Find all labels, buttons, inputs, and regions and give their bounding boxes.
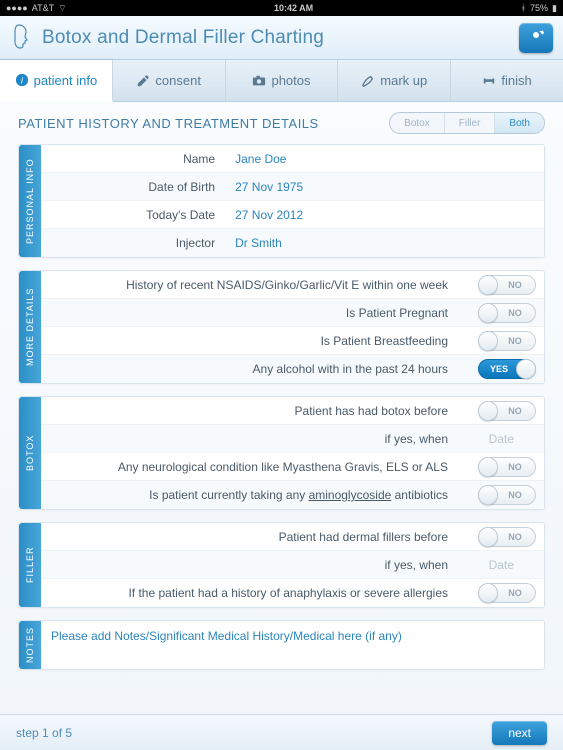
- row-neuro: Any neurological condition like Myasthen…: [41, 453, 544, 481]
- page-title: PATIENT HISTORY AND TREATMENT DETAILS: [18, 116, 389, 131]
- section-botox: BOTOX Patient has had botox before NO if…: [18, 396, 545, 510]
- footer-bar: step 1 of 5 next: [0, 714, 563, 750]
- section-notes: NOTES Please add Notes/Significant Medic…: [18, 620, 545, 670]
- segment-botox[interactable]: Botox: [390, 113, 445, 133]
- settings-button[interactable]: [519, 23, 553, 53]
- tab-markup[interactable]: mark up: [338, 60, 451, 101]
- question-label: Is Patient Breastfeeding: [41, 334, 460, 348]
- alcohol-toggle[interactable]: YES: [478, 359, 536, 379]
- battery-icon: ▮: [552, 3, 557, 14]
- segment-both[interactable]: Both: [495, 113, 544, 133]
- section-tab-label: BOTOX: [19, 397, 41, 509]
- notes-field[interactable]: Please add Notes/Significant Medical His…: [41, 621, 544, 669]
- row-pregnant: Is Patient Pregnant NO: [41, 299, 544, 327]
- tab-photos[interactable]: photos: [226, 60, 339, 101]
- row-anaphylaxis: If the patient had a history of anaphyla…: [41, 579, 544, 607]
- tab-label: mark up: [380, 73, 427, 88]
- step-label: step 1 of 5: [16, 726, 492, 740]
- pencil-icon: [136, 74, 150, 88]
- face-profile-icon: [10, 23, 34, 53]
- status-bar: ●●●● AT&T ⌔ 10:42 AM ᚼ 75% ▮: [0, 0, 563, 16]
- section-tab-label: PERSONAL INFO: [19, 145, 41, 257]
- botox-date-field[interactable]: Date: [460, 432, 536, 446]
- name-field[interactable]: Jane Doe: [229, 152, 536, 166]
- tab-finish[interactable]: finish: [451, 60, 563, 101]
- row-alcohol: Any alcohol with in the past 24 hours YE…: [41, 355, 544, 383]
- today-date-field[interactable]: 27 Nov 2012: [229, 208, 536, 222]
- treatment-segment: Botox Filler Both: [389, 112, 545, 134]
- amino-toggle[interactable]: NO: [478, 485, 536, 505]
- neuro-toggle[interactable]: NO: [478, 457, 536, 477]
- question-label: History of recent NSAIDS/Ginko/Garlic/Vi…: [41, 278, 460, 292]
- title-bar: Botox and Dermal Filler Charting: [0, 16, 563, 60]
- section-more-details: MORE DETAILS History of recent NSAIDS/Gi…: [18, 270, 545, 384]
- section-personal-info: PERSONAL INFO Name Jane Doe Date of Birt…: [18, 144, 545, 258]
- carrier-label: AT&T: [32, 3, 54, 13]
- anaphylaxis-toggle[interactable]: NO: [478, 583, 536, 603]
- question-label: Is patient currently taking any aminogly…: [41, 488, 460, 502]
- row-breastfeeding: Is Patient Breastfeeding NO: [41, 327, 544, 355]
- next-button[interactable]: next: [492, 721, 547, 745]
- section-tab-label: MORE DETAILS: [19, 271, 41, 383]
- pen-icon: [361, 74, 375, 88]
- section-filler: FILLER Patient had dermal fillers before…: [18, 522, 545, 608]
- segment-filler[interactable]: Filler: [445, 113, 496, 133]
- question-label: Patient has had botox before: [41, 404, 460, 418]
- row-filler-before: Patient had dermal fillers before NO: [41, 523, 544, 551]
- camera-icon: [252, 74, 266, 88]
- tab-consent[interactable]: consent: [113, 60, 226, 101]
- tab-bar: i patient info consent photos mark up fi…: [0, 60, 563, 102]
- row-filler-when: if yes, when Date: [41, 551, 544, 579]
- row-botox-before: Patient has had botox before NO: [41, 397, 544, 425]
- filler-date-field[interactable]: Date: [460, 558, 536, 572]
- wifi-icon: ⌔: [58, 3, 66, 14]
- field-label: Date of Birth: [41, 180, 229, 194]
- question-label: Any neurological condition like Myasthen…: [41, 460, 460, 474]
- question-label: if yes, when: [41, 558, 460, 572]
- field-label: Injector: [41, 236, 229, 250]
- botox-before-toggle[interactable]: NO: [478, 401, 536, 421]
- bluetooth-icon: ᚼ: [521, 3, 526, 13]
- question-label: if yes, when: [41, 432, 460, 446]
- tab-label: finish: [501, 73, 531, 88]
- dob-field[interactable]: 27 Nov 1975: [229, 180, 536, 194]
- section-tab-label: FILLER: [19, 523, 41, 607]
- question-label: If the patient had a history of anaphyla…: [41, 586, 460, 600]
- question-label: Any alcohol with in the past 24 hours: [41, 362, 460, 376]
- field-label: Name: [41, 152, 229, 166]
- tab-label: photos: [271, 73, 310, 88]
- pregnant-toggle[interactable]: NO: [478, 303, 536, 323]
- tab-label: patient info: [34, 73, 98, 88]
- injector-field[interactable]: Dr Smith: [229, 236, 536, 250]
- signal-icon: ●●●●: [6, 3, 28, 13]
- battery-label: 75%: [530, 3, 548, 13]
- tab-patient-info[interactable]: i patient info: [0, 60, 113, 102]
- row-botox-when: if yes, when Date: [41, 425, 544, 453]
- breastfeeding-toggle[interactable]: NO: [478, 331, 536, 351]
- printer-icon: [482, 74, 496, 88]
- field-label: Today's Date: [41, 208, 229, 222]
- row-name: Name Jane Doe: [41, 145, 544, 173]
- gear-icon: [527, 26, 545, 49]
- row-nsaids: History of recent NSAIDS/Ginko/Garlic/Vi…: [41, 271, 544, 299]
- info-icon: i: [15, 73, 29, 87]
- app-title: Botox and Dermal Filler Charting: [42, 27, 519, 49]
- row-today: Today's Date 27 Nov 2012: [41, 201, 544, 229]
- tab-label: consent: [155, 73, 201, 88]
- clock-label: 10:42 AM: [274, 3, 313, 13]
- question-label: Is Patient Pregnant: [41, 306, 460, 320]
- section-tab-label: NOTES: [19, 621, 41, 669]
- nsaids-toggle[interactable]: NO: [478, 275, 536, 295]
- row-injector: Injector Dr Smith: [41, 229, 544, 257]
- row-dob: Date of Birth 27 Nov 1975: [41, 173, 544, 201]
- filler-before-toggle[interactable]: NO: [478, 527, 536, 547]
- question-label: Patient had dermal fillers before: [41, 530, 460, 544]
- row-amino: Is patient currently taking any aminogly…: [41, 481, 544, 509]
